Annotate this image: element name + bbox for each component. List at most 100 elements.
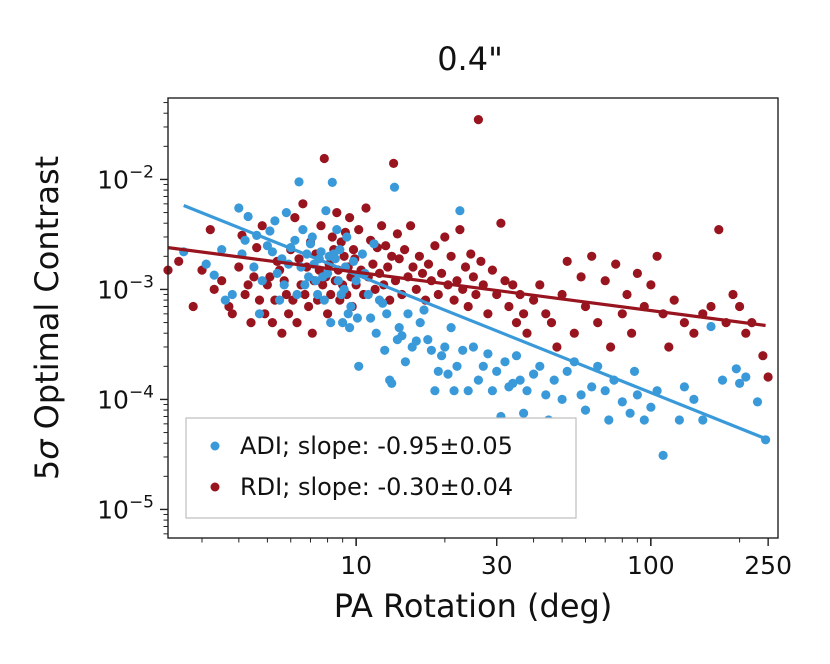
data-point-adi	[541, 390, 551, 400]
data-point-rdi	[529, 295, 539, 305]
data-point-adi	[343, 309, 353, 319]
fit-lines	[167, 203, 767, 441]
x-axis-ticks: 10 30 100 250	[201, 538, 792, 580]
x-tick-label: 30	[481, 551, 513, 580]
data-point-adi	[254, 309, 265, 319]
y-axis-title-suffix: Optimal Contrast	[28, 156, 66, 440]
data-point-adi	[411, 336, 421, 346]
data-point-adi	[731, 364, 741, 374]
data-point-adi	[323, 268, 333, 278]
data-point-adi	[535, 361, 545, 371]
data-point-rdi	[557, 289, 567, 300]
data-point-adi	[689, 394, 699, 404]
data-point-rdi	[758, 351, 768, 361]
data-point-rdi	[627, 328, 637, 338]
data-point-adi	[455, 206, 465, 216]
data-point-rdi	[188, 301, 198, 312]
data-point-rdi	[348, 245, 359, 255]
data-point-adi	[292, 289, 302, 300]
data-point-rdi	[728, 289, 738, 300]
data-point-rdi	[414, 251, 424, 261]
legend-marker-rdi	[210, 482, 220, 492]
data-point-adi	[201, 259, 211, 269]
data-point-rdi	[240, 289, 250, 300]
data-point-rdi	[487, 265, 497, 275]
data-point-rdi	[209, 284, 219, 294]
data-point-rdi	[622, 289, 632, 300]
data-point-rdi	[519, 309, 529, 319]
y-tick-label: 10−5	[97, 492, 154, 524]
data-point-rdi	[611, 259, 621, 269]
data-point-adi	[549, 375, 559, 385]
data-point-rdi	[252, 243, 262, 253]
data-point-rdi	[392, 229, 402, 239]
data-point-adi	[357, 249, 367, 259]
data-point-rdi	[433, 289, 443, 300]
data-point-adi	[313, 289, 323, 300]
data-point-rdi	[319, 153, 329, 164]
data-point-adi	[397, 331, 407, 341]
data-point-rdi	[473, 115, 483, 125]
data-point-rdi	[449, 295, 459, 305]
y-tick-label-exponent: −2	[129, 162, 154, 182]
data-point-adi	[478, 361, 488, 371]
plot-frame	[167, 97, 779, 539]
data-point-rdi	[468, 272, 478, 282]
data-point-rdi	[277, 328, 287, 338]
data-point-rdi	[345, 213, 355, 223]
x-axis-title: PA Rotation (deg)	[334, 587, 613, 625]
data-point-rdi	[254, 295, 265, 305]
data-point-adi	[437, 351, 447, 361]
data-point-adi	[311, 276, 321, 286]
data-point-adi	[430, 386, 440, 396]
data-point-adi	[639, 415, 649, 425]
data-point-rdi	[646, 280, 656, 290]
data-point-adi	[593, 361, 603, 371]
data-point-rdi	[292, 318, 302, 328]
data-point-adi	[562, 366, 572, 376]
data-point-rdi	[617, 309, 627, 319]
data-point-rdi	[332, 208, 342, 218]
data-point-adi	[511, 351, 522, 361]
data-point-rdi	[370, 284, 380, 294]
y-tick-label: 10−2	[97, 162, 154, 194]
data-point-rdi	[234, 262, 244, 272]
data-point-adi	[557, 394, 567, 404]
data-point-adi	[394, 323, 404, 333]
data-point-adi	[265, 226, 275, 236]
data-point-adi	[519, 408, 529, 418]
data-point-rdi	[522, 328, 532, 338]
data-point-rdi	[460, 262, 471, 272]
data-point-rdi	[381, 241, 391, 251]
data-point-adi	[629, 366, 640, 376]
data-point-adi	[382, 309, 392, 319]
data-point-adi	[400, 357, 410, 367]
data-point-rdi	[576, 272, 586, 282]
data-point-adi	[338, 318, 348, 328]
data-point-adi	[522, 386, 532, 396]
data-point-adi	[580, 405, 591, 415]
data-point-rdi	[339, 251, 349, 261]
data-point-adi	[281, 208, 291, 218]
data-point-adi	[270, 216, 280, 226]
data-point-rdi	[706, 301, 716, 312]
data-point-adi	[483, 349, 493, 359]
fit-line-adi	[183, 203, 767, 441]
data-point-adi	[257, 276, 267, 286]
data-point-rdi	[284, 309, 294, 319]
data-point-adi	[267, 247, 277, 257]
data-point-rdi	[466, 249, 476, 259]
data-point-rdi	[500, 276, 510, 286]
data-point-rdi	[267, 318, 277, 328]
data-point-rdi	[290, 213, 300, 223]
data-point-rdi	[679, 318, 690, 328]
data-point-rdi	[763, 372, 773, 382]
data-point-adi	[294, 177, 304, 187]
data-point-adi	[741, 372, 751, 382]
data-point-adi	[706, 321, 716, 332]
data-point-adi	[468, 342, 478, 352]
y-tick-label-base: 10	[97, 495, 129, 524]
data-point-adi	[380, 345, 390, 355]
y-tick-label-exponent: −4	[129, 382, 154, 402]
